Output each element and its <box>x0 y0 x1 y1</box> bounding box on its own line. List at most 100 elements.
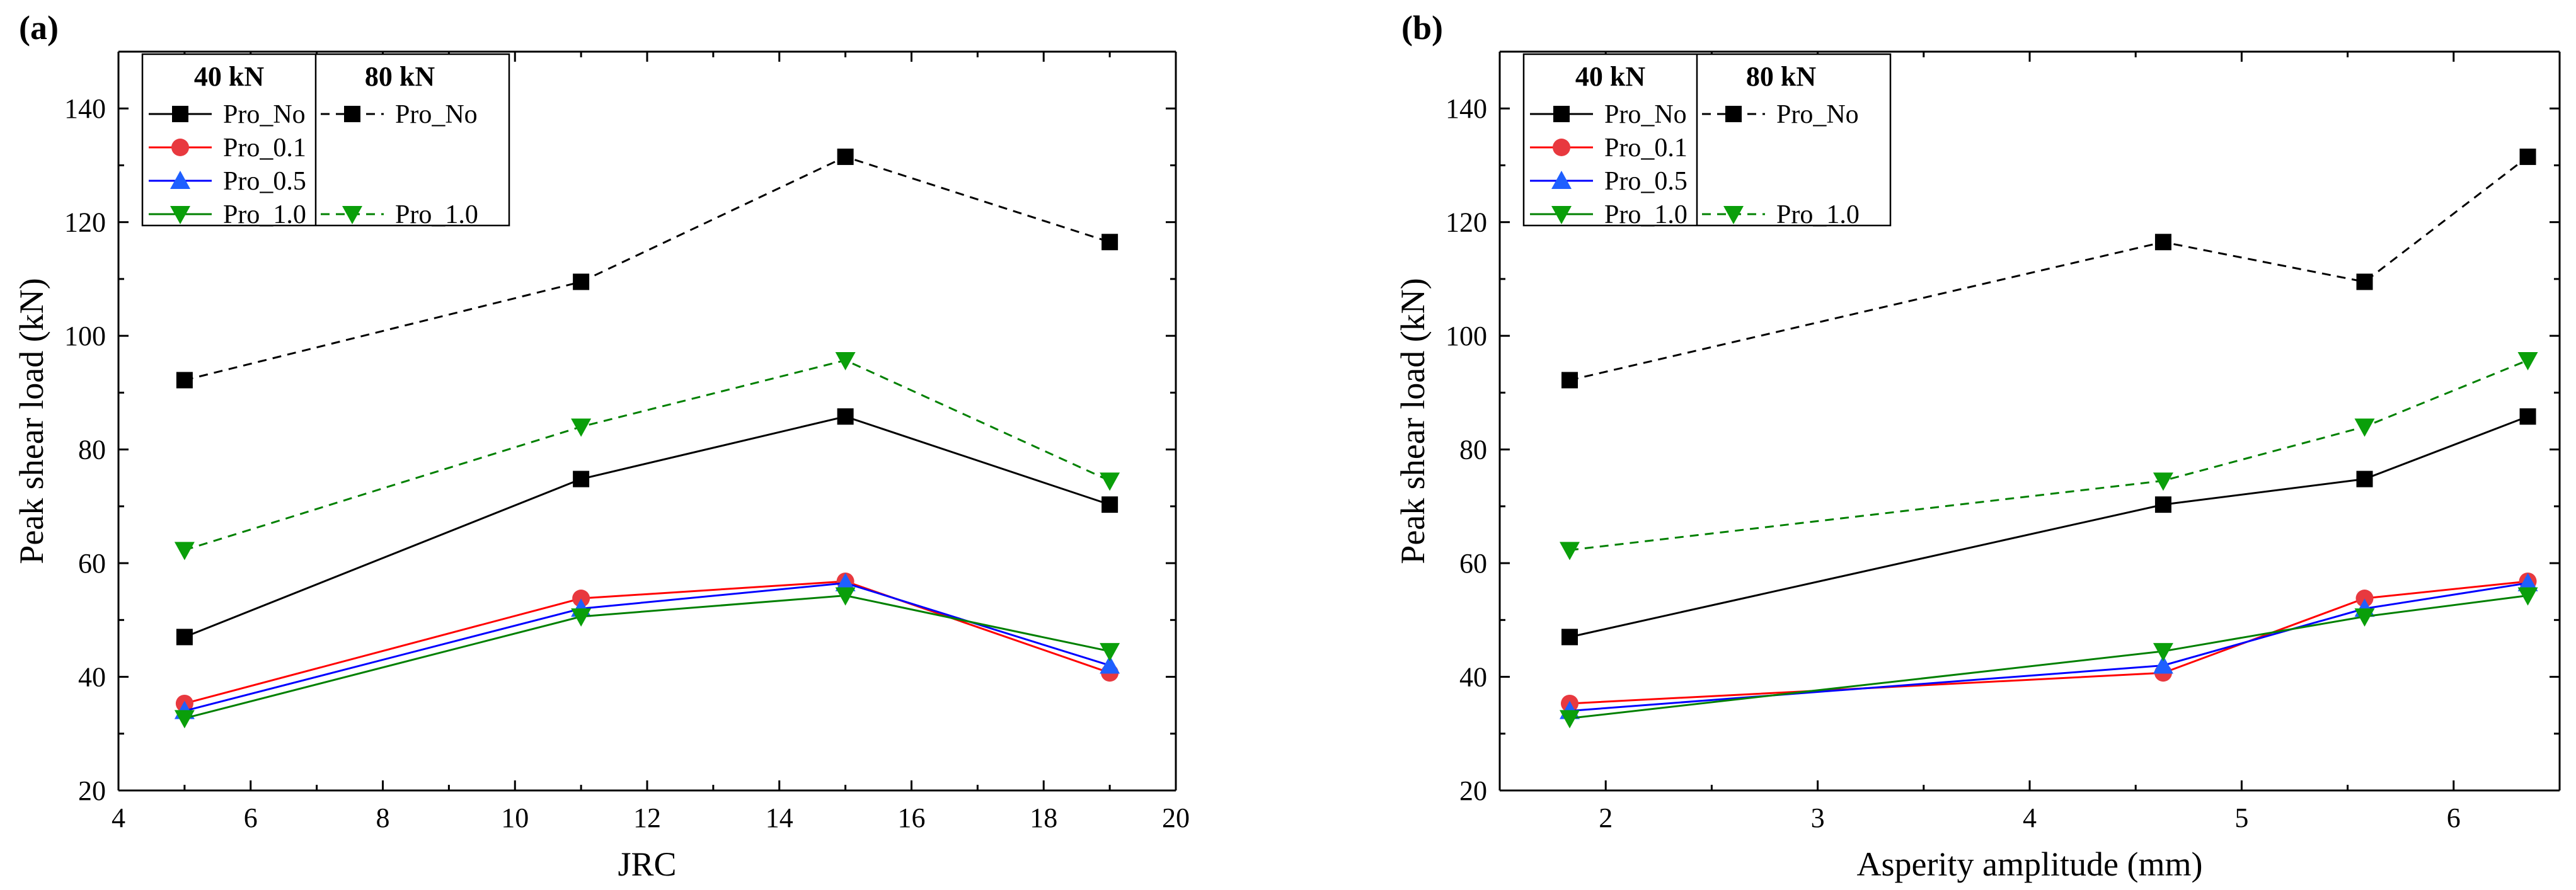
legend-swatch-marker <box>1551 206 1572 224</box>
y-tick-label: 100 <box>1446 321 1487 351</box>
y-tick-label: 40 <box>78 662 106 693</box>
series-line <box>1569 580 2528 705</box>
legend-heading-40kn: 40 kN <box>194 61 264 92</box>
y-tick-label: 80 <box>78 435 106 465</box>
series-line <box>1569 595 2528 719</box>
data-point <box>2154 496 2171 513</box>
data-point <box>176 629 193 646</box>
data-point <box>2354 608 2375 627</box>
data-point <box>2517 351 2538 370</box>
legend-heading-80kn: 80 kN <box>1746 61 1816 92</box>
data-point <box>176 372 193 389</box>
series-pro-1-0-80kn <box>174 351 1120 561</box>
legend-box <box>1522 53 1892 227</box>
data-point <box>1560 710 1580 729</box>
x-tick-label: 16 <box>898 802 926 833</box>
data-point <box>2153 642 2173 661</box>
x-tick-label: 10 <box>501 802 529 833</box>
data-point <box>2517 573 2538 591</box>
y-tick-label: 60 <box>1459 548 1487 579</box>
x-tick-label: 3 <box>1811 802 1825 833</box>
data-point <box>1100 655 1120 674</box>
legend-swatch-marker <box>1723 206 1744 224</box>
series-pro-no-40kn <box>176 408 1118 646</box>
legend-item: Pro_0.1 <box>1530 134 1688 163</box>
x-tick-label: 5 <box>2234 802 2248 833</box>
data-point <box>1101 234 1118 251</box>
legend-label: Pro_0.1 <box>1604 134 1688 163</box>
x-tick-label: 6 <box>244 802 258 833</box>
series-pro-no-80kn <box>176 148 1118 389</box>
series-line <box>184 594 1110 719</box>
series-pro-1-0-80kn <box>1560 351 2538 561</box>
y-tick-label: 120 <box>64 207 106 238</box>
data-point <box>837 148 854 165</box>
data-point <box>1101 496 1118 513</box>
legend-item: Pro_No <box>1702 100 1859 129</box>
legend-swatch-marker <box>1553 139 1570 156</box>
y-tick-label: 120 <box>1446 207 1487 238</box>
series-pro-0-1-40kn <box>175 572 1119 712</box>
legend-label: Pro_0.5 <box>1604 167 1688 196</box>
y-tick-label: 140 <box>1446 93 1487 124</box>
series-pro-no-40kn <box>1561 408 2536 646</box>
legend-label: Pro_No <box>223 100 306 129</box>
legend-item: Pro_0.5 <box>149 167 306 196</box>
data-point <box>2356 273 2373 290</box>
legend-swatch-marker <box>170 206 190 224</box>
data-point <box>2519 148 2536 165</box>
legend-swatch-marker <box>1553 106 1570 122</box>
legend-item: Pro_0.1 <box>149 134 306 163</box>
legend: 40 kN 80 kN Pro_No Pro_0.1 Pro_0.5 Pro_1.0 Pro… <box>1522 53 1892 229</box>
series-line <box>1569 156 2529 381</box>
data-point <box>2354 418 2375 437</box>
legend-label: Pro_1.0 <box>395 200 478 229</box>
data-point <box>835 351 856 370</box>
series-line <box>184 156 1110 381</box>
x-tick-label: 4 <box>2023 802 2037 833</box>
series-line <box>1569 415 2529 638</box>
data-point <box>2519 408 2536 425</box>
series-pro-0-1-40kn <box>1561 572 2537 712</box>
series-line <box>184 580 1110 705</box>
legend-swatch-marker <box>1551 171 1572 189</box>
data-point <box>835 573 856 591</box>
data-point <box>1561 372 1578 389</box>
legend-label: Pro_No <box>1776 100 1859 129</box>
data-point <box>2517 587 2538 606</box>
x-tick-label: 12 <box>633 802 661 833</box>
legend-swatch-marker <box>170 171 190 189</box>
legend-item: Pro_No <box>321 100 478 129</box>
legend-swatch-marker <box>171 139 189 156</box>
legend-label: Pro_0.5 <box>223 167 306 196</box>
data-point <box>572 590 590 608</box>
y-tick-label: 140 <box>64 93 106 124</box>
x-tick-label: 18 <box>1030 802 1057 833</box>
data-point <box>835 587 856 606</box>
legend-item: Pro_0.5 <box>1530 167 1688 196</box>
data-point <box>2154 234 2171 251</box>
y-tick-label: 80 <box>1459 435 1487 465</box>
y-tick-label: 40 <box>1459 662 1487 693</box>
data-point <box>1560 542 1580 561</box>
legend-swatch-marker <box>1725 106 1742 122</box>
legend-heading-40kn: 40 kN <box>1575 61 1645 92</box>
data-point <box>837 408 854 425</box>
data-point <box>2356 471 2373 488</box>
chart-panel-a: (a) 20 40 60 80 100 120 140 4 6 8 10 12 14 16 18 20 JRC Pe… <box>13 9 1190 883</box>
legend-item: Pro_No <box>149 100 306 129</box>
x-tick-label: 4 <box>112 802 125 833</box>
x-axis-title: JRC <box>618 845 676 883</box>
data-point <box>1100 472 1120 491</box>
series-pro-1-0-40kn <box>1560 587 2538 729</box>
legend-heading-80kn: 80 kN <box>365 61 435 92</box>
series-line <box>184 415 1110 638</box>
legend-label: Pro_No <box>1604 100 1687 129</box>
panel-label: (a) <box>19 9 59 47</box>
data-point <box>2355 590 2374 608</box>
y-tick-label: 20 <box>78 775 106 806</box>
legend-item: Pro_1.0 <box>321 200 478 229</box>
chart-panel-b: (b) 20 40 60 80 100 120 140 2 3 4 5 6 Asperity amplit… <box>1394 9 2561 883</box>
